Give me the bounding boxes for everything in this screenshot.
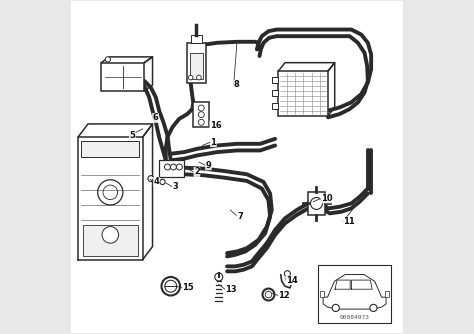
Circle shape <box>98 180 123 205</box>
Text: 9: 9 <box>206 161 211 170</box>
Bar <box>190 53 203 79</box>
Circle shape <box>160 179 165 185</box>
Bar <box>101 63 144 91</box>
Bar <box>308 192 325 215</box>
Circle shape <box>284 271 291 277</box>
Text: 12: 12 <box>278 291 290 300</box>
Bar <box>159 160 184 177</box>
Text: 6: 6 <box>153 114 158 123</box>
Circle shape <box>148 176 154 182</box>
Circle shape <box>310 197 322 209</box>
Bar <box>273 90 278 96</box>
Text: 5: 5 <box>129 131 135 140</box>
Bar <box>193 103 209 127</box>
Circle shape <box>176 164 182 170</box>
Circle shape <box>164 164 171 170</box>
Text: 7: 7 <box>237 211 243 220</box>
Text: 3: 3 <box>173 182 178 191</box>
Circle shape <box>198 119 204 125</box>
Text: 8: 8 <box>234 80 239 90</box>
Text: 2: 2 <box>194 167 200 176</box>
Text: 14: 14 <box>286 276 298 285</box>
Circle shape <box>198 105 204 111</box>
Text: 10: 10 <box>321 194 332 203</box>
Circle shape <box>165 280 177 292</box>
Bar <box>385 291 389 297</box>
Circle shape <box>370 304 377 312</box>
Bar <box>320 291 324 297</box>
Bar <box>273 76 278 82</box>
Circle shape <box>105 57 110 62</box>
Circle shape <box>215 273 223 281</box>
Circle shape <box>265 291 272 298</box>
Bar <box>83 225 137 257</box>
Bar <box>82 141 139 157</box>
Circle shape <box>188 75 193 80</box>
Circle shape <box>263 289 274 301</box>
Bar <box>278 71 328 116</box>
Text: 15: 15 <box>182 283 194 292</box>
Circle shape <box>332 304 339 312</box>
Circle shape <box>171 164 176 170</box>
Text: 13: 13 <box>226 285 237 294</box>
Text: 16: 16 <box>210 121 221 130</box>
Text: 1: 1 <box>210 138 216 147</box>
Circle shape <box>198 112 204 118</box>
Bar <box>187 43 206 82</box>
Polygon shape <box>323 275 386 309</box>
Circle shape <box>197 75 201 80</box>
Bar <box>318 265 391 323</box>
Circle shape <box>162 277 180 296</box>
Text: 11: 11 <box>343 217 355 226</box>
Circle shape <box>102 227 118 243</box>
Circle shape <box>103 185 118 200</box>
Text: 4: 4 <box>154 177 159 186</box>
Bar <box>273 103 278 109</box>
Bar <box>191 34 202 43</box>
Text: 00084973: 00084973 <box>339 315 370 320</box>
